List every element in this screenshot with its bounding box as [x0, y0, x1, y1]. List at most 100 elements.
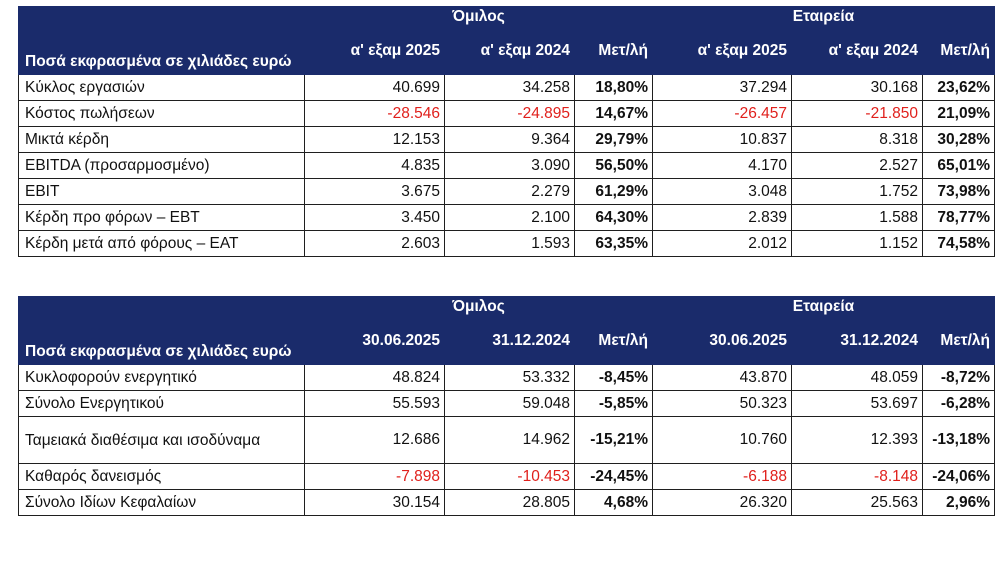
value-cell: 28.805	[444, 489, 575, 516]
row-label: EBITDA (προσαρμοσμένο)	[18, 152, 305, 179]
value-cell: 48.824	[304, 364, 445, 391]
value-cell: 30.154	[304, 489, 445, 516]
value-cell: -26.457	[652, 100, 792, 127]
group-header-omilos: Όμιλος	[304, 296, 653, 318]
row-label: Κύκλος εργασιών	[18, 74, 305, 101]
column-header: 31.12.2024	[444, 317, 575, 365]
change-cell: 64,30%	[574, 204, 653, 231]
table-row: Κυκλοφορούν ενεργητικό 48.824 53.332 -8,45%…	[18, 364, 995, 391]
table-title: Ποσά εκφρασμένα σε χιλιάδες ευρώ	[18, 6, 305, 75]
table-row: Μικτά κέρδη 12.153 9.364 29,79% 10.837 8.318 3…	[18, 126, 995, 153]
change-cell: 73,98%	[922, 178, 995, 205]
change-cell: 74,58%	[922, 230, 995, 257]
row-label: Κέρδη προ φόρων – EBT	[18, 204, 305, 231]
value-cell: -10.453	[444, 463, 575, 490]
value-cell: 1.152	[791, 230, 923, 257]
change-cell: 2,96%	[922, 489, 995, 516]
value-cell: -8.148	[791, 463, 923, 490]
row-label: Κυκλοφορούν ενεργητικό	[18, 364, 305, 391]
change-cell: 56,50%	[574, 152, 653, 179]
change-cell: 61,29%	[574, 178, 653, 205]
value-cell: 8.318	[791, 126, 923, 153]
table-row: Κέρδη προ φόρων – EBT 3.450 2.100 64,30% 2.8…	[18, 204, 995, 231]
value-cell: 1.593	[444, 230, 575, 257]
table-row: Σύνολο Ενεργητικού 55.593 59.048 -5,85% 50.3…	[18, 390, 995, 417]
change-cell: -15,21%	[574, 416, 653, 464]
value-cell: 40.699	[304, 74, 445, 101]
column-header: α' εξαμ 2024	[444, 27, 575, 75]
change-cell: -24,45%	[574, 463, 653, 490]
change-cell: 18,80%	[574, 74, 653, 101]
change-cell: 23,62%	[922, 74, 995, 101]
row-label: Σύνολο Ενεργητικού	[18, 390, 305, 417]
column-header: 31.12.2024	[791, 317, 923, 365]
value-cell: 12.393	[791, 416, 923, 464]
table-row: Κέρδη μετά από φόρους – EAT 2.603 1.593 63,…	[18, 230, 995, 257]
row-label: Σύνολο Ιδίων Κεφαλαίων	[18, 489, 305, 516]
change-cell: 14,67%	[574, 100, 653, 127]
value-cell: 50.323	[652, 390, 792, 417]
value-cell: 14.962	[444, 416, 575, 464]
change-cell: 63,35%	[574, 230, 653, 257]
change-cell: -8,72%	[922, 364, 995, 391]
table-title: Ποσά εκφρασμένα σε χιλιάδες ευρώ	[18, 296, 305, 365]
value-cell: -21.850	[791, 100, 923, 127]
change-cell: -6,28%	[922, 390, 995, 417]
value-cell: 3.048	[652, 178, 792, 205]
change-cell: 29,79%	[574, 126, 653, 153]
change-cell: -24,06%	[922, 463, 995, 490]
row-label: Ταμειακά διαθέσιμα και ισοδύναμα	[18, 416, 305, 464]
value-cell: -7.898	[304, 463, 445, 490]
change-cell: 30,28%	[922, 126, 995, 153]
column-header-row: 30.06.2025 31.12.2024 Μετ/λή 30.06.2025 …	[19, 317, 995, 365]
column-header: Μετ/λή	[922, 317, 995, 365]
value-cell: 53.332	[444, 364, 575, 391]
column-header: Μετ/λή	[574, 27, 653, 75]
value-cell: 2.527	[791, 152, 923, 179]
table-row: EBITDA (προσαρμοσμένο) 4.835 3.090 56,50% 4.…	[18, 152, 995, 179]
value-cell: 12.153	[304, 126, 445, 153]
group-header-omilos: Όμιλος	[304, 6, 653, 28]
value-cell: 1.588	[791, 204, 923, 231]
change-cell: 65,01%	[922, 152, 995, 179]
column-header: 30.06.2025	[652, 317, 792, 365]
row-label: Μικτά κέρδη	[18, 126, 305, 153]
table-row: Ταμειακά διαθέσιμα και ισοδύναμα 12.686 14…	[18, 416, 995, 464]
table-row: Κύκλος εργασιών 40.699 34.258 18,80% 37.294 3…	[18, 74, 995, 101]
value-cell: 34.258	[444, 74, 575, 101]
row-label: Κέρδη μετά από φόρους – EAT	[18, 230, 305, 257]
value-cell: 2.839	[652, 204, 792, 231]
value-cell: 2.279	[444, 178, 575, 205]
row-label: Κόστος πωλήσεων	[18, 100, 305, 127]
group-header-etaireia: Εταιρεία	[652, 6, 995, 28]
change-cell: -8,45%	[574, 364, 653, 391]
column-header: α' εξαμ 2025	[652, 27, 792, 75]
value-cell: 4.170	[652, 152, 792, 179]
value-cell: 59.048	[444, 390, 575, 417]
change-cell: 78,77%	[922, 204, 995, 231]
value-cell: 43.870	[652, 364, 792, 391]
value-cell: 48.059	[791, 364, 923, 391]
column-header-row: α' εξαμ 2025 α' εξαμ 2024 Μετ/λή α' εξαμ…	[19, 27, 995, 75]
value-cell: 30.168	[791, 74, 923, 101]
table-row: Κόστος πωλήσεων -28.546 -24.895 14,67% -26.4…	[18, 100, 995, 127]
value-cell: 3.675	[304, 178, 445, 205]
column-header: Μετ/λή	[922, 27, 995, 75]
group-header-row: Ποσά εκφρασμένα σε χιλιάδες ευρώ Όμιλος …	[18, 296, 995, 365]
income-statement-table: Ποσά εκφρασμένα σε χιλιάδες ευρώ Όμιλος …	[18, 6, 995, 257]
row-label: EBIT	[18, 178, 305, 205]
value-cell: 2.100	[444, 204, 575, 231]
column-header: 30.06.2025	[304, 317, 445, 365]
value-cell: 37.294	[652, 74, 792, 101]
value-cell: 2.603	[304, 230, 445, 257]
column-header: α' εξαμ 2024	[791, 27, 923, 75]
table-row: EBIT 3.675 2.279 61,29% 3.048 1.752 73,98%	[18, 178, 995, 205]
column-header: α' εξαμ 2025	[304, 27, 445, 75]
value-cell: 12.686	[304, 416, 445, 464]
column-header: Μετ/λή	[574, 317, 653, 365]
value-cell: -24.895	[444, 100, 575, 127]
value-cell: 2.012	[652, 230, 792, 257]
value-cell: 55.593	[304, 390, 445, 417]
value-cell: -6.188	[652, 463, 792, 490]
value-cell: 3.090	[444, 152, 575, 179]
